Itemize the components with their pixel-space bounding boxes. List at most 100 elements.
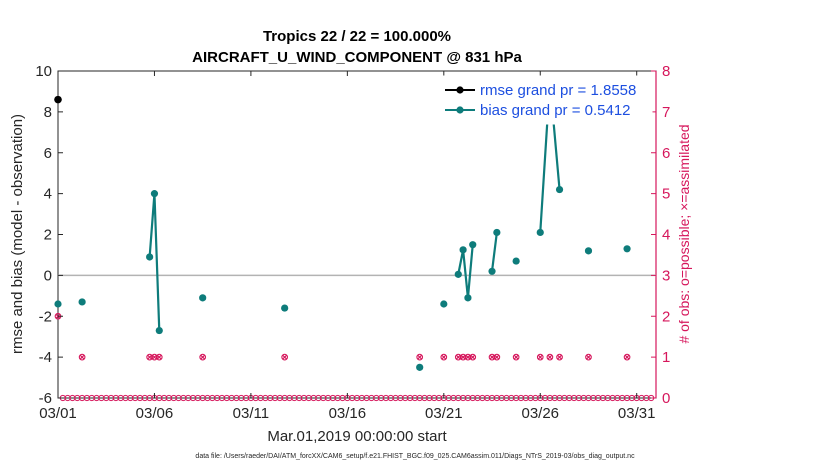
bias-point	[146, 253, 154, 261]
obs-assimilated-marker	[556, 354, 563, 360]
x-tick-label: 03/06	[136, 405, 174, 422]
obs-possible-marker	[416, 353, 424, 361]
x-tick-label: 03/11	[233, 405, 269, 422]
obs-possible-marker	[546, 353, 554, 361]
y-right-tick-label: 5	[662, 186, 670, 203]
y-left-tick-label: 8	[44, 104, 52, 121]
legend-rmse-label: rmse grand pr = 1.8558	[480, 82, 636, 99]
obs-assimilated-marker	[151, 354, 158, 360]
obs-possible-marker	[493, 353, 501, 361]
bias-point	[440, 300, 448, 308]
bias-point	[78, 298, 86, 306]
obs-assimilated-marker	[417, 354, 423, 360]
x-axis-label: Mar.01,2019 00:00:00 start	[267, 428, 447, 445]
bias-point	[623, 245, 631, 253]
obs-assimilated-marker	[465, 354, 471, 360]
bias-point	[469, 241, 477, 249]
obs-possible-marker	[151, 353, 158, 361]
legend-bias-marker	[456, 106, 464, 114]
bias-line-segment	[490, 232, 498, 272]
bias-point	[584, 247, 593, 255]
x-axis-ticks: 03/01 03/06 03/11 03/16 03/21 03/26 03/31	[39, 71, 655, 422]
obs-assimilated-marker	[441, 354, 447, 360]
x-tick-label: 03/21	[425, 405, 463, 422]
bias-point	[536, 228, 544, 237]
bias-point	[150, 190, 159, 198]
bias-point	[555, 185, 564, 194]
obs-possible-marker	[556, 353, 563, 361]
y-left-tick-label: -2	[39, 308, 52, 325]
obs-possible-marker	[464, 353, 472, 361]
obs-assimilated-marker	[282, 354, 288, 360]
bias-point	[281, 304, 289, 312]
obs-assimilated-marker	[455, 354, 461, 360]
data-file-footer: data file: /Users/raeder/DAI/ATM_forcXX/…	[195, 453, 635, 460]
obs-possible-marker	[469, 353, 477, 361]
chart-title-line1: Tropics 22 / 22 = 100.000%	[263, 28, 451, 45]
obs-possible-marker	[512, 353, 520, 361]
legend: rmse grand pr = 1.8558 bias grand pr = 0…	[439, 75, 653, 125]
obs-assimilated-marker	[624, 354, 630, 360]
obs-possible-marker	[281, 353, 289, 361]
obs-assimilated-marker	[156, 354, 162, 360]
obs-assimilated-marker	[537, 354, 543, 360]
rmse-point	[54, 95, 62, 104]
y-right-tick-label: 6	[662, 145, 670, 162]
y-left-tick-label: 10	[35, 63, 52, 80]
x-tick-label: 03/01	[39, 405, 77, 422]
y-right-tick-label: 4	[662, 227, 670, 244]
bias-point	[54, 300, 62, 308]
bias-point	[416, 363, 424, 371]
y-right-tick-label: 3	[662, 267, 670, 284]
obs-assimilated-marker	[547, 354, 553, 360]
obs-possible-marker	[488, 353, 496, 361]
y-left-tick-label: -4	[39, 349, 52, 366]
x-tick-label: 03/26	[521, 405, 559, 422]
y-left-tick-label: 6	[44, 145, 52, 162]
obs-assimilated-marker	[470, 354, 476, 360]
legend-box	[439, 75, 653, 125]
y-axis-right-ticks: 0 1 2 3 4 5 6 7 8	[651, 63, 670, 407]
chart-marks	[54, 77, 656, 402]
obs-possible-marker	[454, 353, 462, 361]
y-left-tick-label: 0	[44, 267, 52, 284]
plot-area	[57, 70, 657, 399]
obs-assimilated-marker	[460, 354, 466, 360]
obs-possible-marker	[623, 353, 631, 361]
y-axis-right-label: # of obs: o=possible; ×=assimilated	[676, 124, 692, 343]
bias-point	[155, 326, 163, 335]
obs-possible-marker	[440, 353, 448, 361]
legend-bias-label: bias grand pr = 0.5412	[480, 102, 631, 119]
obs-assimilated-marker	[494, 354, 500, 360]
obs-assimilated-marker	[585, 354, 592, 360]
obs-possible-marker	[585, 353, 592, 361]
obs-assimilated-marker	[200, 354, 206, 360]
y-left-tick-label: -6	[39, 390, 52, 407]
y-left-tick-label: 2	[44, 227, 52, 244]
bias-line-segment	[457, 244, 474, 298]
obs-possible-marker	[459, 353, 467, 361]
x-tick-label: 03/31	[618, 405, 656, 422]
obs-possible-marker	[78, 353, 86, 361]
obs-assimilated-marker	[489, 354, 495, 360]
bias-point	[199, 294, 207, 302]
y-right-tick-label: 1	[662, 349, 670, 366]
y-right-tick-label: 7	[662, 104, 670, 121]
y-axis-left-ticks: -6 -4 -2 0 2 4 6 8 10	[35, 63, 63, 407]
obs-possible-marker	[536, 353, 544, 361]
bias-point	[488, 267, 496, 275]
bias-point	[459, 246, 467, 254]
y-axis-left-label: rmse and bias (model - observation)	[9, 114, 26, 354]
chart-title-line2: AIRCRAFT_U_WIND_COMPONENT @ 831 hPa	[192, 49, 522, 66]
y-left-tick-label: 4	[44, 186, 52, 203]
legend-rmse-marker	[456, 86, 464, 94]
y-right-tick-label: 0	[662, 390, 670, 407]
obs-possible-marker	[146, 353, 153, 361]
obs-possible-marker	[155, 353, 163, 361]
obs-assimilated-marker	[513, 354, 519, 360]
y-right-tick-label: 8	[662, 63, 670, 80]
bias-point	[464, 294, 472, 302]
obs-assimilated-marker	[147, 354, 153, 360]
